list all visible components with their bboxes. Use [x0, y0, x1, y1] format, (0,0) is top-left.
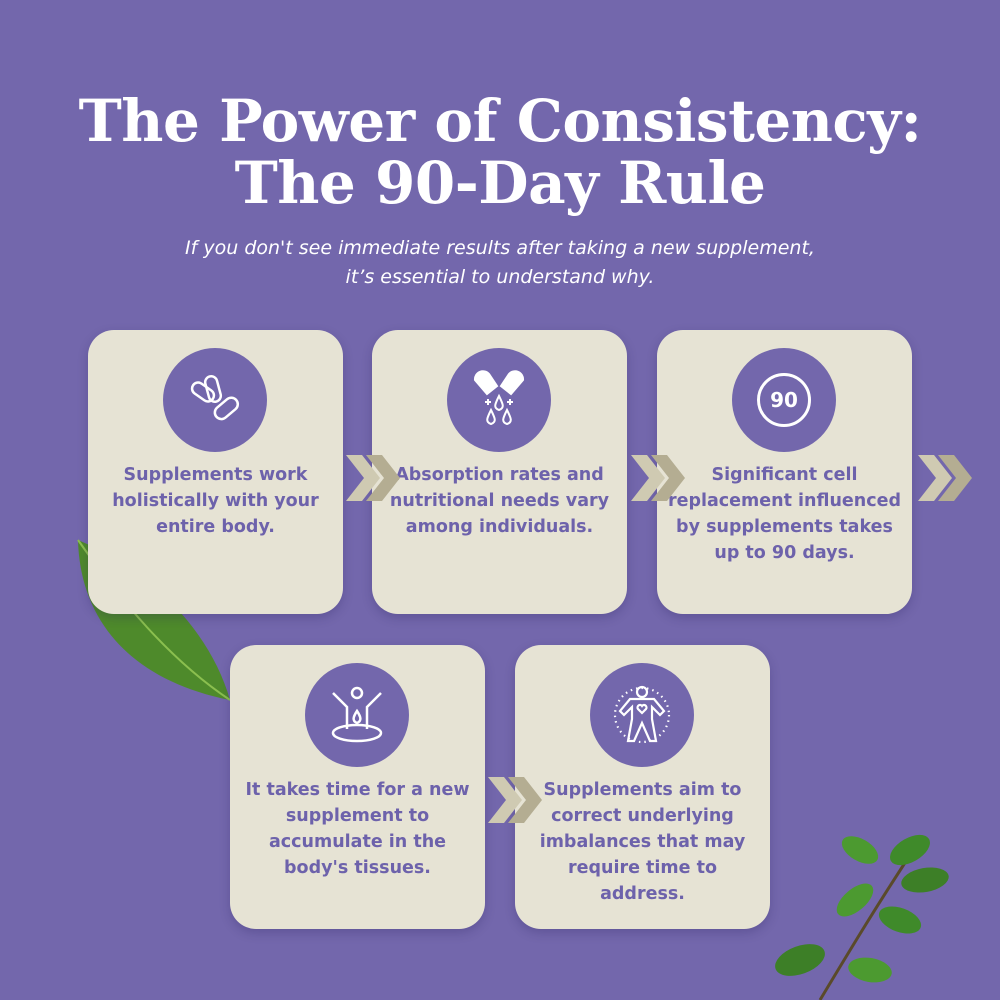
body-heart-icon: [590, 663, 694, 767]
card-imbalances: Supplements aim to correct underlying im…: [515, 645, 770, 929]
card-text: Supplements aim to correct underlying im…: [539, 780, 746, 904]
card-text: It takes time for a new supplement to ac…: [245, 780, 470, 878]
chevron-right-icon: [631, 455, 685, 501]
title-line-2: The 90-Day Rule: [234, 149, 766, 217]
chevron-right-icon: [346, 455, 400, 501]
capsule-drops-icon: [447, 348, 551, 452]
title-line-1: The Power of Consistency:: [78, 87, 922, 155]
ninety-badge-icon: 90: [732, 348, 836, 452]
ninety-badge-text: 90: [757, 373, 811, 427]
branch-decoration: [775, 834, 949, 1000]
card-holistic: Supplements work holistically with your …: [88, 330, 343, 614]
card-90-days: 90 Significant cell replacement influenc…: [657, 330, 912, 614]
card-accumulate: It takes time for a new supplement to ac…: [230, 645, 485, 929]
body-absorb-icon: [305, 663, 409, 767]
chevron-right-icon: [488, 777, 542, 823]
card-text: Absorption rates and nutritional needs v…: [389, 465, 610, 537]
subtitle-line-2: it’s essential to understand why.: [345, 266, 655, 288]
chevron-right-icon: [918, 455, 972, 501]
card-text: Significant cell replacement influenced …: [667, 465, 902, 563]
capsules-icon: [163, 348, 267, 452]
subtitle-line-1: If you don't see immediate results after…: [185, 237, 815, 259]
card-absorption: Absorption rates and nutritional needs v…: [372, 330, 627, 614]
card-text: Supplements work holistically with your …: [112, 465, 319, 537]
